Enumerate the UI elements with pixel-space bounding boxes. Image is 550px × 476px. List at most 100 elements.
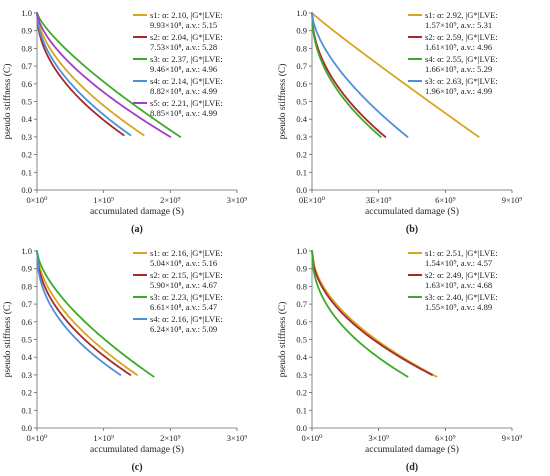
series-line-s1 <box>311 12 480 138</box>
y-tick-label: 0.8 <box>21 43 32 53</box>
y-tick-label: 0.8 <box>296 43 307 53</box>
y-axis-label: pseudo stiffness (C) <box>2 302 13 378</box>
x-tick-label: 2×10⁹ <box>160 195 181 205</box>
y-tick-label: 0.2 <box>21 150 32 160</box>
y-tick-label: 0.5 <box>21 335 32 345</box>
x-tick-label: 3×10⁹ <box>227 195 248 205</box>
y-tick-label: 0.5 <box>21 97 32 107</box>
x-tick-label: 6×10⁹ <box>435 195 456 205</box>
legend-detail-s3: 9.46×10⁸, a.v.: 4.96 <box>150 64 218 74</box>
y-tick-label: 0.9 <box>296 264 307 274</box>
x-axis-label: accumulated damage (S) <box>90 444 184 455</box>
y-tick-label: 0.4 <box>296 352 307 362</box>
series-line-s4 <box>36 12 132 137</box>
legend-label-s1: s1: α: 2.10, |G*|LVE: <box>150 10 223 20</box>
legend-detail-s5: 8.85×10⁸, a.v.: 4.99 <box>150 108 217 118</box>
x-tick-label: 3×10⁹ <box>368 433 389 443</box>
x-tick-label: 0E×10⁰ <box>299 195 326 205</box>
chart-svg: 0.0 0.1 0.2 0.3 0.4 0.5 0.6 0.7 0.8 0.9 1.0 0×10⁰ 3×… <box>277 246 522 473</box>
series-line-s3 <box>311 12 409 138</box>
legend-label-s3: s3: α: 2.23, |G*|LVE: <box>150 292 223 302</box>
legend-detail-s1: 1.57×10⁹, a.v.: 5.31 <box>425 20 492 30</box>
y-axis-label: pseudo stiffness (C) <box>2 64 13 140</box>
legend-detail-s1: 9.93×10⁸, a.v.: 5.15 <box>150 20 217 30</box>
legend-label-s2: s2: α: 2.15, |G*|LVE: <box>150 270 223 280</box>
series-line-s4 <box>36 250 122 376</box>
y-tick-label: 0.9 <box>296 26 307 36</box>
series-line-s2 <box>36 12 125 137</box>
y-tick-label: 0.0 <box>21 185 32 195</box>
legend-detail-s2: 1.63×10⁹, a.v.: 4.68 <box>425 280 492 290</box>
legend-label-s3: s3: α: 2.37, |G*|LVE: <box>150 54 223 64</box>
legend-label-s4: s4: α: 2.16, |G*|LVE: <box>150 314 223 324</box>
y-tick-label: 1.0 <box>21 8 32 18</box>
x-tick-label: 9×10⁹ <box>502 195 523 205</box>
legend-label-s2: s2: α: 2.59, |G*|LVE: <box>425 32 498 42</box>
legend-detail-s1: 5.04×10⁸, a.v.: 5.16 <box>150 258 218 268</box>
series-line-s2 <box>36 250 132 376</box>
y-tick-label: 0.9 <box>21 26 32 36</box>
series-line-s1 <box>311 250 438 378</box>
y-tick-label: 0.5 <box>296 97 307 107</box>
x-tick-label: 2×10⁹ <box>160 433 181 443</box>
y-axis-label: pseudo stiffness (C) <box>277 64 288 140</box>
panel-label: (a) <box>131 224 143 235</box>
y-tick-label: 0.6 <box>296 317 307 327</box>
y-tick-label: 0.7 <box>21 299 32 309</box>
legend-detail-s1: 1.54×10⁹, a.v.: 4.57 <box>425 258 493 268</box>
series-line-s3 <box>311 250 409 378</box>
legend-label-s2: s2: α: 2.04, |G*|LVE: <box>150 32 223 42</box>
legend-label-s3: s3: α: 2.40, |G*|LVE: <box>425 292 498 302</box>
y-tick-label: 0.7 <box>21 61 32 71</box>
x-tick-label: 0×10⁰ <box>27 433 49 443</box>
y-tick-label: 0.3 <box>296 132 307 142</box>
legend-label-s1: s1: α: 2.51, |G*|LVE: <box>425 248 498 258</box>
chart-panel-a: 0.0 0.1 0.2 0.3 0.4 0.5 0.6 0.7 0.8 0.9 1.0 0×10⁰ 1×… <box>0 0 275 238</box>
chart-panel-c: 0.0 0.1 0.2 0.3 0.4 0.5 0.6 0.7 0.8 0.9 1.0 0×10⁰ 1×… <box>0 238 275 476</box>
y-tick-label: 0.3 <box>296 370 307 380</box>
panel-label: (d) <box>406 462 418 473</box>
x-tick-label: 0×10⁰ <box>27 195 49 205</box>
y-tick-label: 0.4 <box>21 114 32 124</box>
legend-detail-s2: 7.53×10⁸, a.v.: 5.28 <box>150 42 217 52</box>
x-tick-label: 0×10⁰ <box>302 433 324 443</box>
chart-svg: 0.0 0.1 0.2 0.3 0.4 0.5 0.6 0.7 0.8 0.9 1.0 0E×10⁰ 3… <box>277 8 523 235</box>
x-tick-label: 3×10⁹ <box>227 433 248 443</box>
series-line-s1 <box>36 250 138 376</box>
series-line-s2 <box>311 250 433 376</box>
legend-detail-s4: 1.66×10⁹, a.v.: 5.29 <box>425 64 492 74</box>
y-tick-label: 0.5 <box>296 335 307 345</box>
panel-label: (b) <box>406 224 418 235</box>
y-tick-label: 0.6 <box>296 79 307 89</box>
legend-label-s4: s4: α: 2.14, |G*|LVE: <box>150 76 223 86</box>
x-tick-label: 1×10⁹ <box>93 433 114 443</box>
series-line-s1 <box>36 12 145 137</box>
y-tick-label: 0.2 <box>296 388 307 398</box>
y-tick-label: 0.4 <box>296 114 307 124</box>
series-line-s3 <box>36 12 182 138</box>
chart-panel-d: 0.0 0.1 0.2 0.3 0.4 0.5 0.6 0.7 0.8 0.9 1.0 0×10⁰ 3×… <box>275 238 550 476</box>
legend-label-s1: s1: α: 2.92, |G*|LVE: <box>425 10 498 20</box>
y-tick-label: 0.8 <box>296 281 307 291</box>
series-line-s3 <box>36 250 155 378</box>
x-axis-label: accumulated damage (S) <box>365 206 459 217</box>
y-tick-label: 0.1 <box>296 167 307 177</box>
legend-label-s3: s3: α: 2.63, |G*|LVE: <box>425 76 498 86</box>
y-tick-label: 0.3 <box>21 370 32 380</box>
y-tick-label: 1.0 <box>21 246 32 256</box>
y-tick-label: 1.0 <box>296 246 307 256</box>
y-tick-label: 0.8 <box>21 281 32 291</box>
x-tick-label: 6×10⁹ <box>435 433 456 443</box>
y-tick-label: 1.0 <box>296 8 307 18</box>
y-axis-label: pseudo stiffness (C) <box>277 302 288 378</box>
legend-label-s4: s4: α: 2.55, |G*|LVE: <box>425 54 498 64</box>
y-tick-label: 0.1 <box>21 405 32 415</box>
series-line-s4 <box>311 12 382 138</box>
legend-detail-s4: 6.24×10⁸, a.v.: 5.09 <box>150 324 217 334</box>
legend-detail-s3: 1.96×10⁹, a.v.: 4.99 <box>425 86 492 96</box>
x-axis-label: accumulated damage (S) <box>90 206 184 217</box>
y-tick-label: 0.2 <box>21 388 32 398</box>
legend-label-s5: s5: α: 2.21, |G*|LVE: <box>150 98 223 108</box>
chart-svg: 0.0 0.1 0.2 0.3 0.4 0.5 0.6 0.7 0.8 0.9 1.0 0×10⁰ 1×… <box>2 8 248 235</box>
y-tick-label: 0.0 <box>296 423 307 433</box>
